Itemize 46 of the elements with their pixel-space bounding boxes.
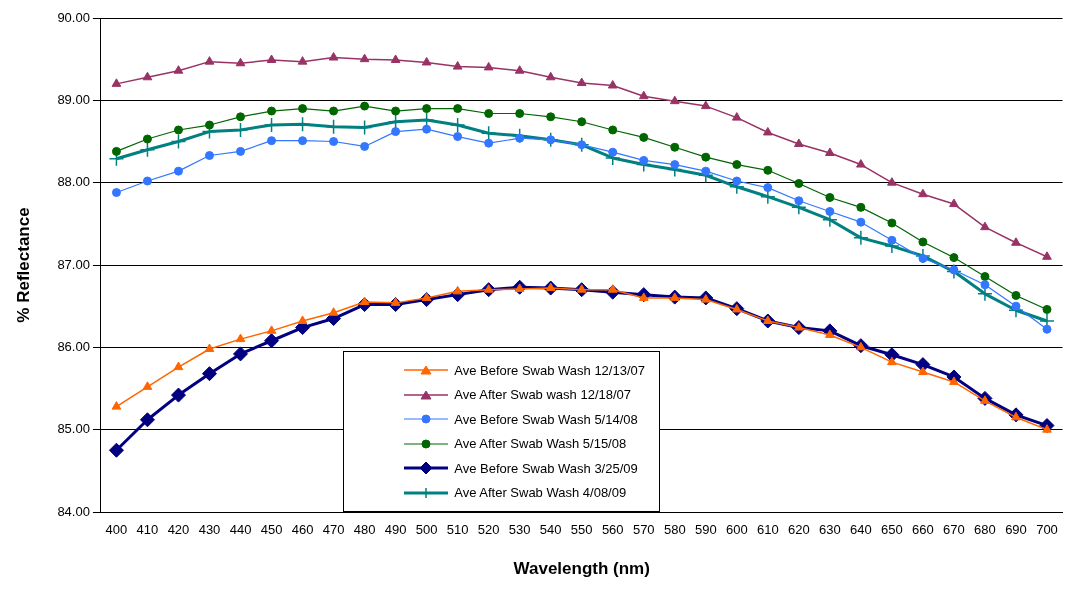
x-tick-label: 400 — [105, 522, 128, 538]
x-tick-label: 540 — [539, 522, 562, 538]
x-tick-label: 460 — [291, 522, 314, 538]
x-tick-label: 660 — [912, 522, 934, 538]
x-tick-label: 650 — [881, 522, 903, 538]
x-tick-label: 440 — [229, 522, 252, 538]
y-tick-label: 84.00 — [57, 503, 90, 519]
legend-label: Ave Before Swab Wash 12/13/07 — [454, 362, 645, 378]
x-tick-label: 500 — [415, 522, 438, 538]
legend-label: Ave After Swab wash 12/18/07 — [454, 387, 632, 403]
x-tick-label: 470 — [322, 522, 345, 538]
x-tick-label: 570 — [632, 522, 655, 538]
y-tick-label: 90.00 — [57, 9, 90, 25]
y-tick-label: 88.00 — [57, 174, 90, 190]
x-tick-label: 640 — [850, 522, 872, 538]
x-tick-label: 580 — [663, 522, 686, 538]
x-tick-label: 630 — [819, 522, 841, 538]
legend-label: Ave After Swab Wash 4/08/09 — [454, 485, 627, 501]
x-tick-label: 480 — [353, 522, 376, 538]
y-tick-label: 89.00 — [57, 91, 90, 107]
x-tick-label: 620 — [787, 522, 810, 538]
x-tick-label: 690 — [1005, 522, 1027, 538]
x-tick-label: 600 — [725, 522, 748, 538]
y-axis-title: % Reflectance — [13, 207, 33, 323]
y-tick-label: 87.00 — [57, 256, 90, 272]
x-tick-label: 490 — [384, 522, 407, 538]
x-tick-label: 450 — [260, 522, 283, 538]
x-tick-label: 420 — [167, 522, 190, 538]
legend-label: Ave After Swab Wash 5/15/08 — [454, 436, 627, 452]
x-tick-label: 680 — [974, 522, 996, 538]
x-tick-label: 670 — [943, 522, 965, 538]
x-tick-label: 610 — [756, 522, 779, 538]
x-axis-title: Wavelength (nm) — [513, 559, 650, 579]
x-tick-label: 530 — [508, 522, 531, 538]
legend-label: Ave Before Swab Wash 5/14/08 — [454, 411, 638, 427]
x-tick-label: 590 — [694, 522, 717, 538]
x-tick-label: 430 — [198, 522, 221, 538]
y-tick-label: 86.00 — [57, 338, 90, 354]
x-tick-label: 550 — [570, 522, 593, 538]
x-tick-label: 520 — [477, 522, 500, 538]
x-tick-label: 510 — [446, 522, 469, 538]
x-tick-label: 700 — [1036, 522, 1058, 538]
legend-label: Ave Before Swab Wash 3/25/09 — [454, 460, 638, 476]
x-tick-label: 560 — [601, 522, 624, 538]
y-tick-label: 85.00 — [57, 421, 90, 437]
x-tick-label: 410 — [136, 522, 159, 538]
